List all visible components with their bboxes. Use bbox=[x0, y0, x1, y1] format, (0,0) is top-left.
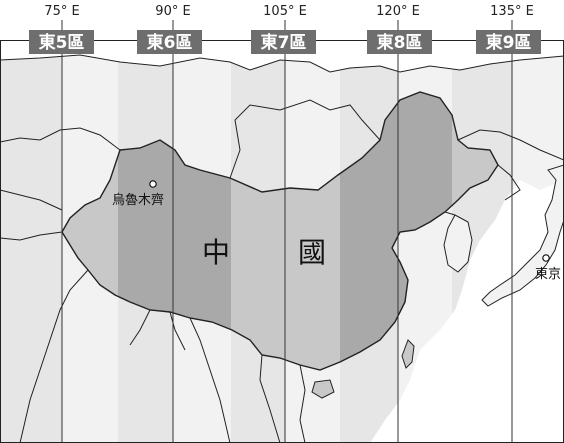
taiwan-landmass bbox=[401, 339, 415, 369]
zone-label-8: 東8區 bbox=[367, 30, 432, 54]
lon-label-135: 135° E bbox=[490, 4, 534, 19]
japan-landmass bbox=[481, 164, 564, 307]
neighbor-borders bbox=[0, 54, 564, 443]
zone-label-5: 東5區 bbox=[29, 30, 94, 54]
china-border bbox=[61, 91, 499, 371]
country-label-part2: 國 bbox=[298, 236, 326, 269]
city-label-urumqi: 烏魯木齊 bbox=[112, 192, 164, 208]
svg-text:東6區: 東6區 bbox=[147, 32, 193, 53]
zone-label-7: 東7區 bbox=[251, 30, 316, 54]
svg-text:東9區: 東9區 bbox=[486, 32, 532, 53]
svg-text:東8區: 東8區 bbox=[377, 32, 423, 53]
lon-label-120: 120° E bbox=[376, 4, 420, 19]
lon-label-105: 105° E bbox=[263, 4, 307, 19]
meridian-lines bbox=[61, 20, 513, 443]
korea-landmass bbox=[443, 214, 473, 273]
svg-text:東5區: 東5區 bbox=[39, 32, 85, 53]
city-marker-urumqi bbox=[149, 180, 157, 188]
city-label-tokyo: 東京 bbox=[535, 266, 561, 282]
hainan-landmass bbox=[311, 379, 335, 399]
lon-label-75: 75° E bbox=[44, 4, 79, 19]
city-marker-tokyo bbox=[542, 254, 550, 262]
zone-label-6: 東6區 bbox=[137, 30, 202, 54]
country-label-part1: 中 bbox=[202, 236, 230, 269]
zone-band-5 bbox=[0, 55, 62, 443]
lon-label-90: 90° E bbox=[155, 4, 190, 19]
svg-text:東7區: 東7區 bbox=[261, 32, 307, 53]
zone-label-9: 東9區 bbox=[476, 30, 541, 54]
